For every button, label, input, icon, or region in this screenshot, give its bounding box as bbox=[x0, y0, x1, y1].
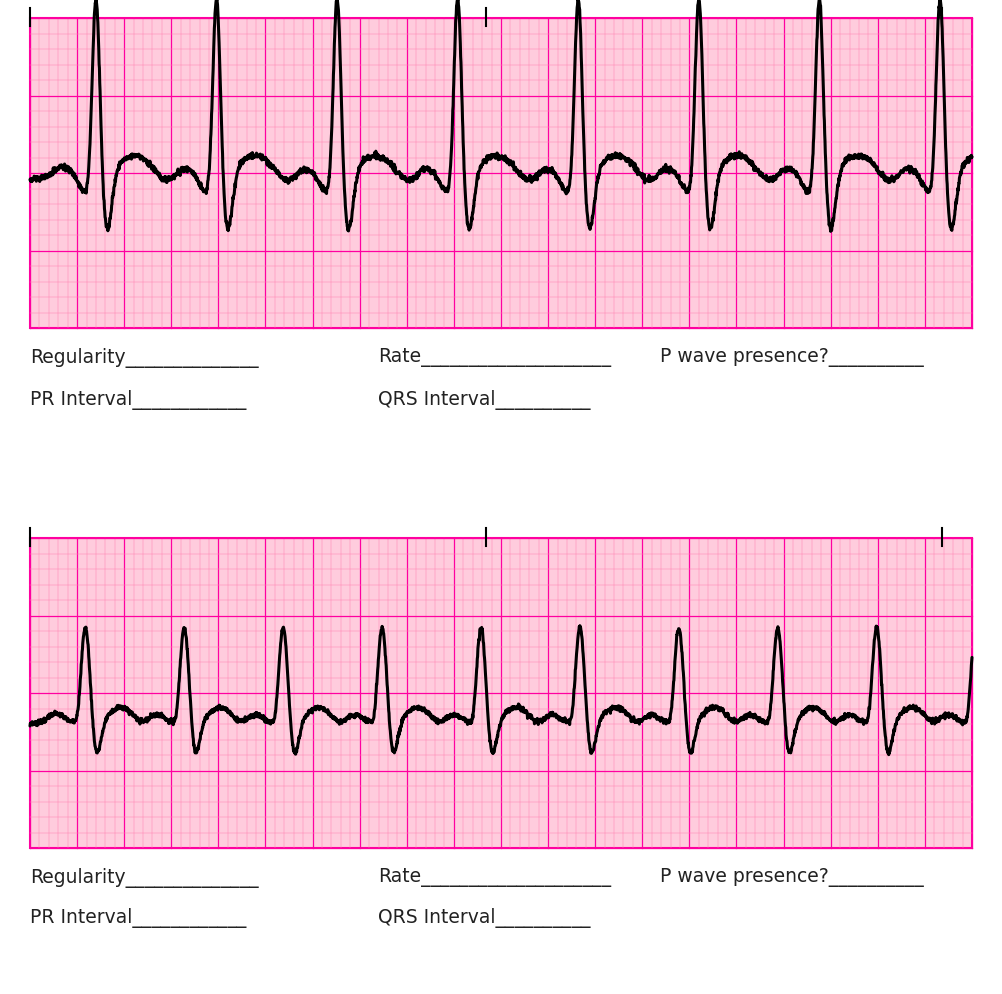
Text: QRS Interval__________: QRS Interval__________ bbox=[378, 908, 590, 928]
Text: QRS Interval__________: QRS Interval__________ bbox=[378, 390, 590, 410]
Text: Regularity______________: Regularity______________ bbox=[30, 348, 259, 368]
Text: PR Interval____________: PR Interval____________ bbox=[30, 390, 246, 410]
Text: Rate____________________: Rate____________________ bbox=[378, 348, 611, 367]
Text: P wave presence?__________: P wave presence?__________ bbox=[660, 348, 924, 367]
Text: P wave presence?__________: P wave presence?__________ bbox=[660, 868, 924, 887]
Text: Regularity______________: Regularity______________ bbox=[30, 868, 259, 888]
Bar bbox=[30, 538, 972, 848]
Text: Rate____________________: Rate____________________ bbox=[378, 868, 611, 887]
Text: PR Interval____________: PR Interval____________ bbox=[30, 908, 246, 928]
Bar bbox=[30, 18, 972, 328]
